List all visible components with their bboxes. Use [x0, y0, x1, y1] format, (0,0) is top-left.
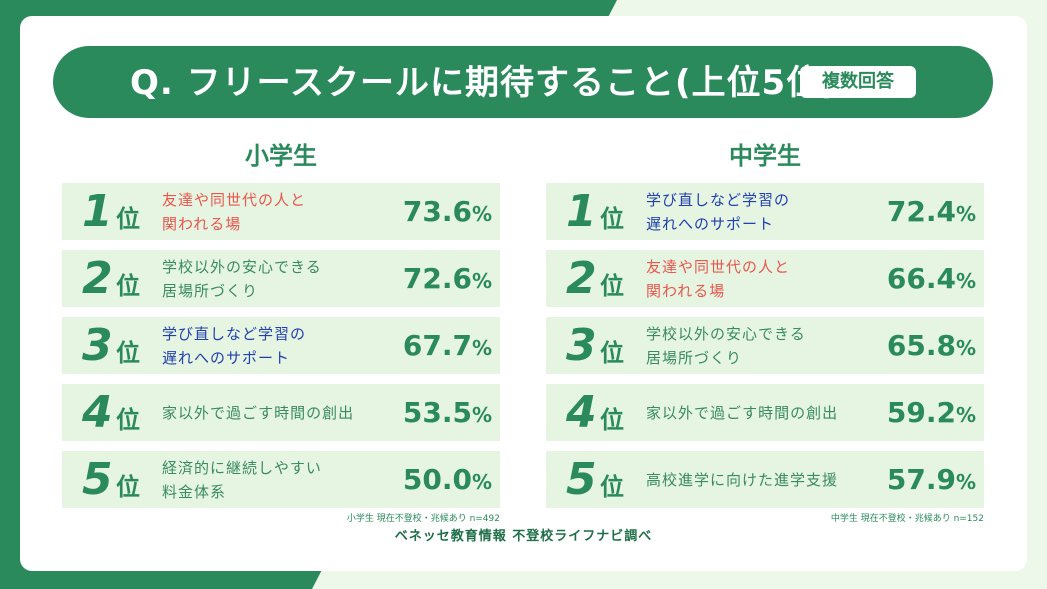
table-row: 1 位友達や同世代の人と 関われる場 73.6% — [62, 183, 500, 240]
rank-number: 2 — [566, 253, 597, 304]
value-unit: % — [955, 403, 976, 427]
value-number: 50.0 — [402, 463, 472, 496]
item-label: 学び直しなど学習の 遅れへのサポート — [646, 183, 886, 240]
rank-suffix: 位 — [116, 339, 140, 367]
item-label-text: 経済的に継続しやすい 料金体系 — [162, 458, 322, 501]
value-number: 67.7 — [402, 329, 472, 362]
value-number: 66.4 — [886, 262, 956, 295]
percent-value: 65.8% — [887, 317, 976, 374]
percent-value: 57.9% — [887, 451, 976, 508]
rank-suffix: 位 — [600, 339, 624, 367]
value-unit: % — [955, 336, 976, 360]
percent-value: 67.7% — [403, 317, 492, 374]
rank-suffix: 位 — [600, 205, 624, 233]
percent-value: 72.6% — [403, 250, 492, 307]
value-unit: % — [471, 403, 492, 427]
rank-number: 3 — [82, 320, 113, 371]
value-number: 72.6 — [402, 262, 472, 295]
table-row: 5 位経済的に継続しやすい 料金体系 50.0% — [62, 451, 500, 508]
percent-value: 53.5% — [403, 384, 492, 441]
table-row: 4 位家以外で過ごす時間の創出 53.5% — [62, 384, 500, 441]
item-label: 家以外で過ごす時間の創出 — [646, 384, 886, 441]
rank-number: 3 — [566, 320, 597, 371]
percent-value: 72.4% — [887, 183, 976, 240]
table-row: 3 位学び直しなど学習の 遅れへのサポート 67.7% — [62, 317, 500, 374]
item-label: 学校以外の安心できる 居場所づくり — [162, 250, 402, 307]
value-number: 57.9 — [886, 463, 956, 496]
sample-note-junior-high: 中学生 現在不登校・兆候あり n=152 — [830, 514, 984, 524]
rank-number: 5 — [82, 454, 113, 505]
value-number: 72.4 — [886, 195, 956, 228]
percent-value: 50.0% — [403, 451, 492, 508]
rank-suffix: 位 — [600, 473, 624, 501]
value-number: 65.8 — [886, 329, 956, 362]
source-credit: ベネッセ教育情報 不登校ライフナビ調べ — [394, 529, 653, 544]
value-unit: % — [955, 269, 976, 293]
item-label-text: 学校以外の安心できる 居場所づくり — [162, 257, 322, 300]
percent-value: 59.2% — [887, 384, 976, 441]
table-row: 5 位高校進学に向けた進学支援 57.9% — [546, 451, 984, 508]
rank-suffix: 位 — [116, 473, 140, 501]
item-label-text: 学校以外の安心できる 居場所づくり — [646, 324, 806, 367]
value-unit: % — [471, 202, 492, 226]
value-number: 59.2 — [886, 396, 956, 429]
item-label-text: 家以外で過ごす時間の創出 — [162, 403, 355, 422]
rank-suffix: 位 — [600, 406, 624, 434]
chart-title: Q. フリースクールに期待すること(上位5位) — [130, 63, 838, 103]
item-label: 学校以外の安心できる 居場所づくり — [646, 317, 886, 374]
value-unit: % — [471, 470, 492, 494]
value-unit: % — [955, 202, 976, 226]
multiple-answer-badge: 複数回答 — [800, 66, 916, 98]
item-label: 家以外で過ごす時間の創出 — [162, 384, 402, 441]
value-number: 73.6 — [402, 195, 472, 228]
column-title-elementary: 小学生 — [245, 142, 317, 170]
value-number: 53.5 — [402, 396, 472, 429]
value-unit: % — [471, 269, 492, 293]
rank-number: 2 — [82, 253, 113, 304]
item-label: 高校進学に向けた進学支援 — [646, 451, 886, 508]
rank-number: 5 — [566, 454, 597, 505]
item-label-text: 高校進学に向けた進学支援 — [646, 470, 839, 489]
item-label-text: 家以外で過ごす時間の創出 — [646, 403, 839, 422]
item-label: 経済的に継続しやすい 料金体系 — [162, 451, 402, 508]
rank-suffix: 位 — [116, 406, 140, 434]
rank-suffix: 位 — [600, 272, 624, 300]
item-label-text: 友達や同世代の人と 関われる場 — [162, 190, 307, 233]
rank-number: 4 — [566, 387, 597, 438]
rank-number: 1 — [566, 186, 597, 237]
table-row: 4 位家以外で過ごす時間の創出 59.2% — [546, 384, 984, 441]
item-label-text: 友達や同世代の人と 関われる場 — [646, 257, 791, 300]
rank-suffix: 位 — [116, 205, 140, 233]
value-unit: % — [955, 470, 976, 494]
column-title-junior-high: 中学生 — [729, 142, 801, 170]
rank-number: 1 — [82, 186, 113, 237]
table-row: 3 位学校以外の安心できる 居場所づくり 65.8% — [546, 317, 984, 374]
sample-note-elementary: 小学生 現在不登校・兆候あり n=492 — [346, 514, 500, 524]
item-label: 友達や同世代の人と 関われる場 — [162, 183, 402, 240]
value-unit: % — [471, 336, 492, 360]
percent-value: 66.4% — [887, 250, 976, 307]
table-row: 2 位友達や同世代の人と 関われる場 66.4% — [546, 250, 984, 307]
table-row: 2 位学校以外の安心できる 居場所づくり 72.6% — [62, 250, 500, 307]
item-label-text: 学び直しなど学習の 遅れへのサポート — [162, 324, 307, 367]
item-label: 友達や同世代の人と 関われる場 — [646, 250, 886, 307]
table-row: 1 位学び直しなど学習の 遅れへのサポート 72.4% — [546, 183, 984, 240]
item-label-text: 学び直しなど学習の 遅れへのサポート — [646, 190, 791, 233]
rank-number: 4 — [82, 387, 113, 438]
rank-suffix: 位 — [116, 272, 140, 300]
percent-value: 73.6% — [403, 183, 492, 240]
item-label: 学び直しなど学習の 遅れへのサポート — [162, 317, 402, 374]
